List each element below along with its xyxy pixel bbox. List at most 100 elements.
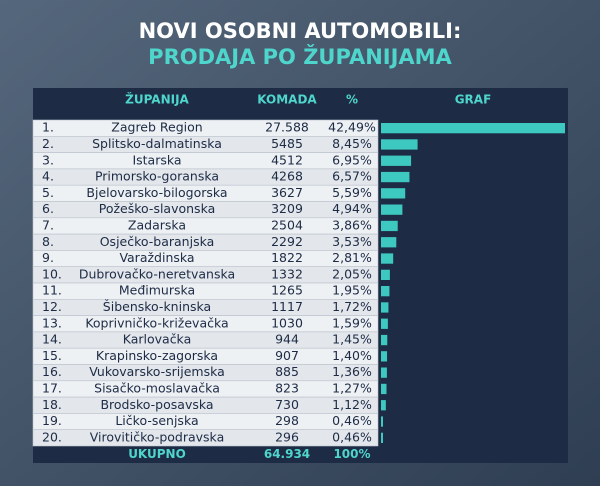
percent: 0,46% (332, 429, 372, 444)
county: Primorsko-goranska (95, 169, 219, 184)
bar (381, 383, 387, 395)
county: Brodsko-posavska (100, 397, 213, 412)
total-label: UKUPNO (128, 447, 186, 461)
count: 2504 (271, 217, 303, 232)
count: 1332 (271, 266, 303, 281)
percent: 6,57% (332, 169, 372, 184)
percent: 1,36% (332, 364, 372, 379)
percent: 3,86% (332, 217, 372, 232)
rank: 5. (42, 185, 54, 200)
graph-column (378, 120, 568, 446)
county: Zadarska (128, 217, 186, 232)
row-background (32, 250, 379, 267)
bar (381, 367, 387, 378)
county: Šibensko-kninska (103, 299, 211, 314)
bar (381, 400, 386, 411)
row-background (32, 331, 379, 349)
count: 730 (275, 397, 299, 412)
percent: 1,27% (332, 380, 372, 395)
bar (381, 416, 383, 427)
rank: 6. (42, 201, 54, 216)
header-cell: % (346, 93, 358, 107)
count: 296 (275, 429, 299, 444)
county: Požeško-slavonska (99, 201, 216, 216)
bar (381, 123, 565, 134)
bar (381, 318, 388, 329)
county: Koprivničko-križevačka (85, 315, 228, 330)
row-background (32, 152, 379, 170)
bar (381, 220, 398, 232)
percent: 5,59% (332, 185, 372, 200)
bar (381, 351, 388, 362)
total-percent: 100% (333, 447, 370, 461)
count: 1030 (271, 315, 303, 330)
count: 1117 (271, 299, 303, 314)
rank: 16. (42, 364, 62, 379)
percent: 0,46% (332, 413, 372, 428)
rank: 17. (42, 380, 62, 395)
county: Bjelovarsko-bilogorska (86, 185, 227, 200)
county: Međimurska (119, 283, 195, 298)
county: Zagreb Region (111, 120, 202, 135)
county: Vukovarsko-srijemska (89, 364, 225, 379)
county: Varaždinska (119, 250, 194, 265)
county: Osječko-baranjska (100, 234, 215, 249)
rank: 8. (42, 234, 54, 249)
percent: 2,05% (332, 266, 372, 281)
percent: 3,53% (332, 234, 372, 249)
header-cell: ŽUPANIJA (125, 92, 189, 107)
percent: 1,12% (332, 397, 372, 412)
county: Splitsko-dalmatinska (92, 136, 222, 151)
row-background (32, 413, 379, 430)
bar (381, 334, 388, 346)
count: 298 (275, 413, 299, 428)
bar (381, 139, 418, 150)
bar (381, 286, 390, 297)
rank: 2. (42, 136, 54, 151)
rank: 13. (42, 315, 62, 330)
bar (381, 432, 383, 443)
rank: 4. (42, 169, 54, 184)
rank: 18. (42, 397, 62, 412)
row-background (32, 282, 379, 300)
percent: 1,45% (332, 332, 372, 347)
title: NOVI OSOBNI AUTOMOBILI: (139, 19, 462, 43)
rank: 14. (42, 332, 62, 347)
county: Karlovačka (123, 332, 192, 347)
county: Sisačko-moslavačka (94, 380, 220, 395)
percent: 1,40% (332, 348, 372, 363)
count: 907 (275, 348, 299, 363)
bar (381, 237, 397, 248)
count: 885 (275, 364, 299, 379)
percent: 2,81% (332, 250, 372, 265)
count: 4268 (271, 169, 303, 184)
percent: 42,49% (328, 120, 376, 135)
bar (381, 269, 390, 280)
percent: 6,95% (332, 152, 372, 167)
rank: 19. (42, 413, 62, 428)
percent: 1,95% (332, 283, 372, 298)
rank: 1. (42, 120, 54, 135)
county: Istarska (132, 152, 181, 167)
bar (381, 204, 403, 215)
count: 944 (275, 332, 299, 347)
rank: 3. (42, 152, 54, 167)
county: Dubrovačko-neretvanska (79, 266, 235, 281)
percent: 1,72% (332, 299, 372, 314)
rank: 15. (42, 348, 62, 363)
rank: 11. (42, 283, 62, 298)
bar (381, 302, 389, 313)
count: 4512 (271, 152, 303, 167)
count: 823 (275, 380, 299, 395)
rank: 12. (42, 299, 62, 314)
count: 27.588 (265, 120, 309, 135)
header-cell: GRAF (455, 93, 492, 107)
count: 1822 (271, 250, 303, 265)
rank: 20. (42, 429, 62, 444)
row-background (32, 217, 379, 235)
bar (381, 188, 406, 199)
county: Virovitičko-podravska (90, 429, 224, 444)
percent: 1,59% (332, 315, 372, 330)
total-row (33, 446, 568, 463)
